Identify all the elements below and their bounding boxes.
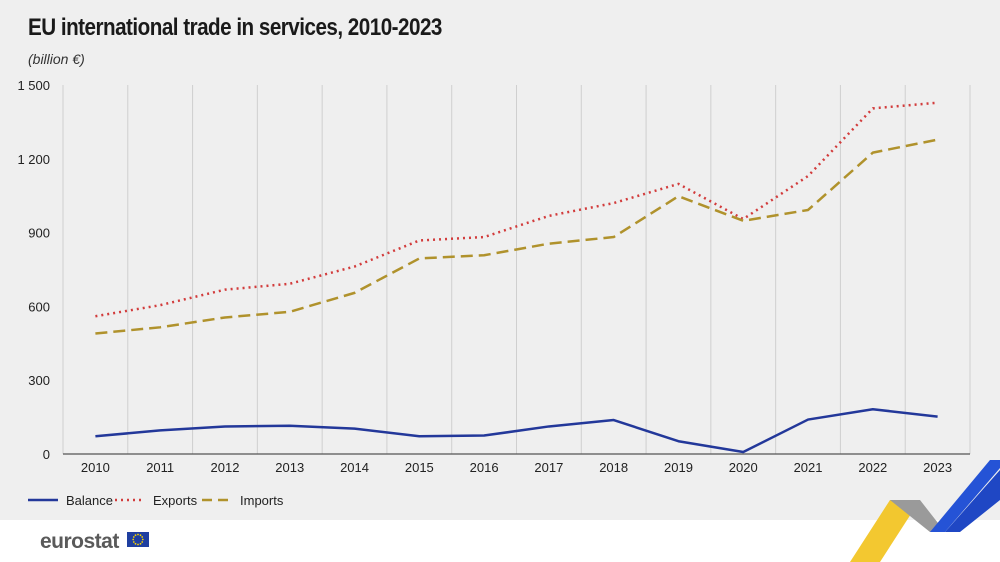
decorative-ribbon [850,460,1000,562]
x-tick-label: 2021 [794,460,823,475]
series-line-exports [95,101,938,318]
line-chart: 0 300 600 900 1 200 1 500 2010 2011 2012 2013 2014… [17,78,971,475]
y-tick-label: 300 [28,373,50,388]
x-tick-label: 2013 [275,460,304,475]
legend-label-imports: Imports [240,492,284,508]
x-tick-label: 2020 [729,460,758,475]
y-tick-label: 600 [28,299,50,314]
grid-lines [62,85,971,454]
y-tick-label: 0 [43,447,50,462]
x-tick-label: 2023 [923,460,952,475]
eu-flag-icon [127,532,149,547]
legend-item-imports: Imports [202,490,283,510]
legend-label-balance: Balance [66,492,113,508]
x-tick-label: 2014 [340,460,369,475]
x-tick-label: 2010 [81,460,110,475]
x-tick-label: 2015 [405,460,434,475]
y-tick-label: 1 500 [17,78,50,93]
series-line-balance [95,407,938,454]
x-tick-label: 2018 [599,460,628,475]
y-tick-label: 1 200 [17,152,50,167]
x-tick-label: 2016 [470,460,499,475]
legend-swatch-balance [28,498,58,502]
x-tick-label: 2012 [211,460,240,475]
legend-item-exports: Exports [115,490,197,510]
x-tick-label: 2011 [146,460,174,475]
y-tick-label: 900 [28,226,50,241]
legend-swatch-exports [115,498,145,502]
legend-swatch-imports [202,498,232,502]
chart-title: EU international trade in services, 2010… [28,14,442,41]
eurostat-logo: eurostat [40,530,119,553]
series-lines [95,101,938,454]
axes: 0 300 600 900 1 200 1 500 2010 2011 2012 2013 2014… [17,78,970,475]
x-tick-label: 2017 [534,460,563,475]
legend-label-exports: Exports [153,492,198,508]
chart-subtitle: (billion €) [28,51,85,67]
x-tick-label: 2019 [664,460,693,475]
footer-bar [0,520,1000,562]
legend-item-balance: Balance [28,490,113,510]
series-line-imports [95,138,938,335]
x-tick-label: 2022 [858,460,887,475]
